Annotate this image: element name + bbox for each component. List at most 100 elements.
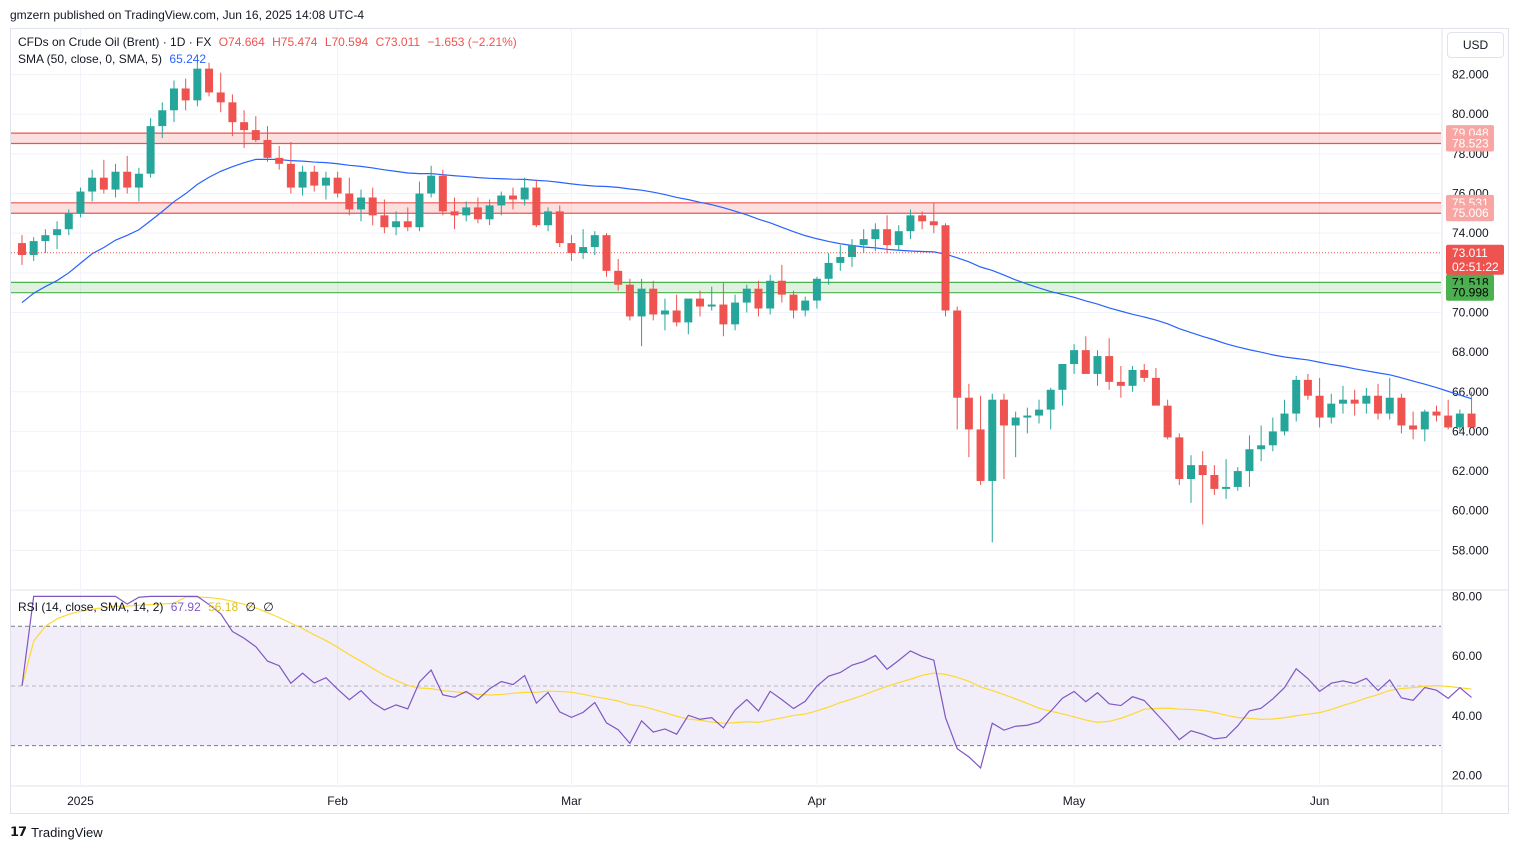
candle-body xyxy=(579,247,588,254)
candle-body xyxy=(1327,403,1336,418)
candle-body xyxy=(64,213,73,230)
candle-body xyxy=(1187,465,1195,479)
price-tick-label: 58.000 xyxy=(1452,543,1489,557)
candle-body xyxy=(193,68,202,101)
candle-body xyxy=(1233,471,1242,487)
time-tick-label: May xyxy=(1063,794,1086,808)
candle-body xyxy=(696,298,705,307)
candle-body xyxy=(812,278,821,301)
candle-body xyxy=(240,122,249,131)
candle-body xyxy=(1303,379,1312,396)
candle-body xyxy=(1011,417,1020,426)
candle-body xyxy=(462,207,471,216)
zone-label-71-bg xyxy=(1446,284,1494,301)
candle-body xyxy=(111,171,120,190)
candle-body xyxy=(1035,409,1044,416)
candle-body xyxy=(333,177,342,194)
candle-body xyxy=(485,205,494,220)
time-tick-label: 2025 xyxy=(67,794,94,808)
rsi-tick-label: 60.00 xyxy=(1452,649,1482,663)
candle-body xyxy=(1058,364,1067,390)
time-tick-label: Feb xyxy=(327,794,348,808)
candle-body xyxy=(345,193,354,210)
candle-body xyxy=(286,163,295,188)
candle-body xyxy=(123,171,132,188)
candle-body xyxy=(766,280,775,309)
candle-body xyxy=(964,397,973,430)
candle-body xyxy=(18,243,26,255)
candle-body xyxy=(380,215,389,228)
zone-support xyxy=(11,282,1441,293)
rsi-tick-label: 80.00 xyxy=(1452,589,1482,603)
price-tick-label: 64.000 xyxy=(1452,424,1489,438)
candle-body xyxy=(906,215,915,232)
candle-body xyxy=(684,298,693,323)
candle-body xyxy=(976,429,985,481)
price-legend: CFDs on Crude Oil (Brent) · 1D · FX O74.… xyxy=(18,35,521,49)
candle-body xyxy=(263,140,272,158)
candle-body xyxy=(473,207,482,220)
candles-group xyxy=(18,62,1476,543)
candle-body xyxy=(1432,411,1441,416)
candle-body xyxy=(1409,425,1418,430)
candle-body xyxy=(789,294,798,311)
candle-body xyxy=(672,310,681,323)
zone-resistance-upper xyxy=(11,133,1441,144)
rsi-extra-2: ∅ xyxy=(263,600,274,614)
candle-body xyxy=(321,177,330,186)
sma-value: 65.242 xyxy=(169,52,207,66)
candle-body xyxy=(883,229,892,246)
currency-button[interactable]: USD xyxy=(1447,32,1504,58)
price-tick-label: 82.000 xyxy=(1452,68,1489,82)
footer-brand: TradingView xyxy=(31,824,103,840)
candle-body xyxy=(988,399,997,481)
candle-body xyxy=(1280,413,1289,432)
footer: 𝟭𝟳 TradingView xyxy=(10,824,103,840)
candle-body xyxy=(1467,413,1476,428)
price-tick-label: 66.000 xyxy=(1452,385,1489,399)
candle-body xyxy=(918,215,927,222)
candle-body xyxy=(275,157,284,164)
candle-body xyxy=(614,270,623,285)
candle-body xyxy=(754,288,763,309)
candle-body xyxy=(742,288,751,303)
candle-body xyxy=(438,175,447,212)
candle-body xyxy=(1105,356,1114,382)
candle-body xyxy=(216,92,225,103)
symbol-name[interactable]: CFDs on Crude Oil (Brent) · 1D · FX xyxy=(18,35,212,49)
candle-body xyxy=(859,239,868,246)
candle-body xyxy=(1292,379,1301,414)
rsi-tick-label: 40.00 xyxy=(1452,709,1482,723)
chart-frame xyxy=(10,28,1509,814)
ohlc-open: O74.664 xyxy=(218,35,265,49)
candle-body xyxy=(1362,395,1371,404)
sma-label[interactable]: SMA (50, close, 0, SMA, 5) xyxy=(18,52,163,66)
candle-body xyxy=(53,229,62,236)
rsi-label[interactable]: RSI (14, close, SMA, 14, 2) xyxy=(18,600,164,614)
rsi-extra-1: ∅ xyxy=(245,600,256,614)
candle-body xyxy=(1081,350,1090,374)
time-tick-label: Jun xyxy=(1310,794,1329,808)
candle-body xyxy=(1140,369,1149,378)
candle-body xyxy=(497,195,506,206)
candle-body xyxy=(310,171,319,186)
candle-body xyxy=(1175,437,1184,479)
candle-body xyxy=(836,256,845,263)
zone-label-71: 70.998 xyxy=(1452,286,1489,300)
candle-body xyxy=(707,304,716,307)
candle-body xyxy=(660,310,669,315)
candle-body xyxy=(894,231,903,246)
zone-label-78-bg xyxy=(1446,135,1494,152)
candle-body xyxy=(590,235,599,248)
candle-body xyxy=(719,304,728,325)
candle-body xyxy=(731,302,740,325)
ohlc-change: −1.653 (−2.21%) xyxy=(427,35,517,49)
price-tick-label: 68.000 xyxy=(1452,345,1489,359)
zone-label-75: 75.006 xyxy=(1452,206,1489,220)
tradingview-logo-icon: 𝟭𝟳 xyxy=(10,824,27,839)
rsi-legend: RSI (14, close, SMA, 14, 2) 67.92 56.18 … xyxy=(18,600,278,614)
candle-body xyxy=(999,399,1008,426)
candle-body xyxy=(544,211,553,226)
candle-body xyxy=(1023,415,1032,418)
